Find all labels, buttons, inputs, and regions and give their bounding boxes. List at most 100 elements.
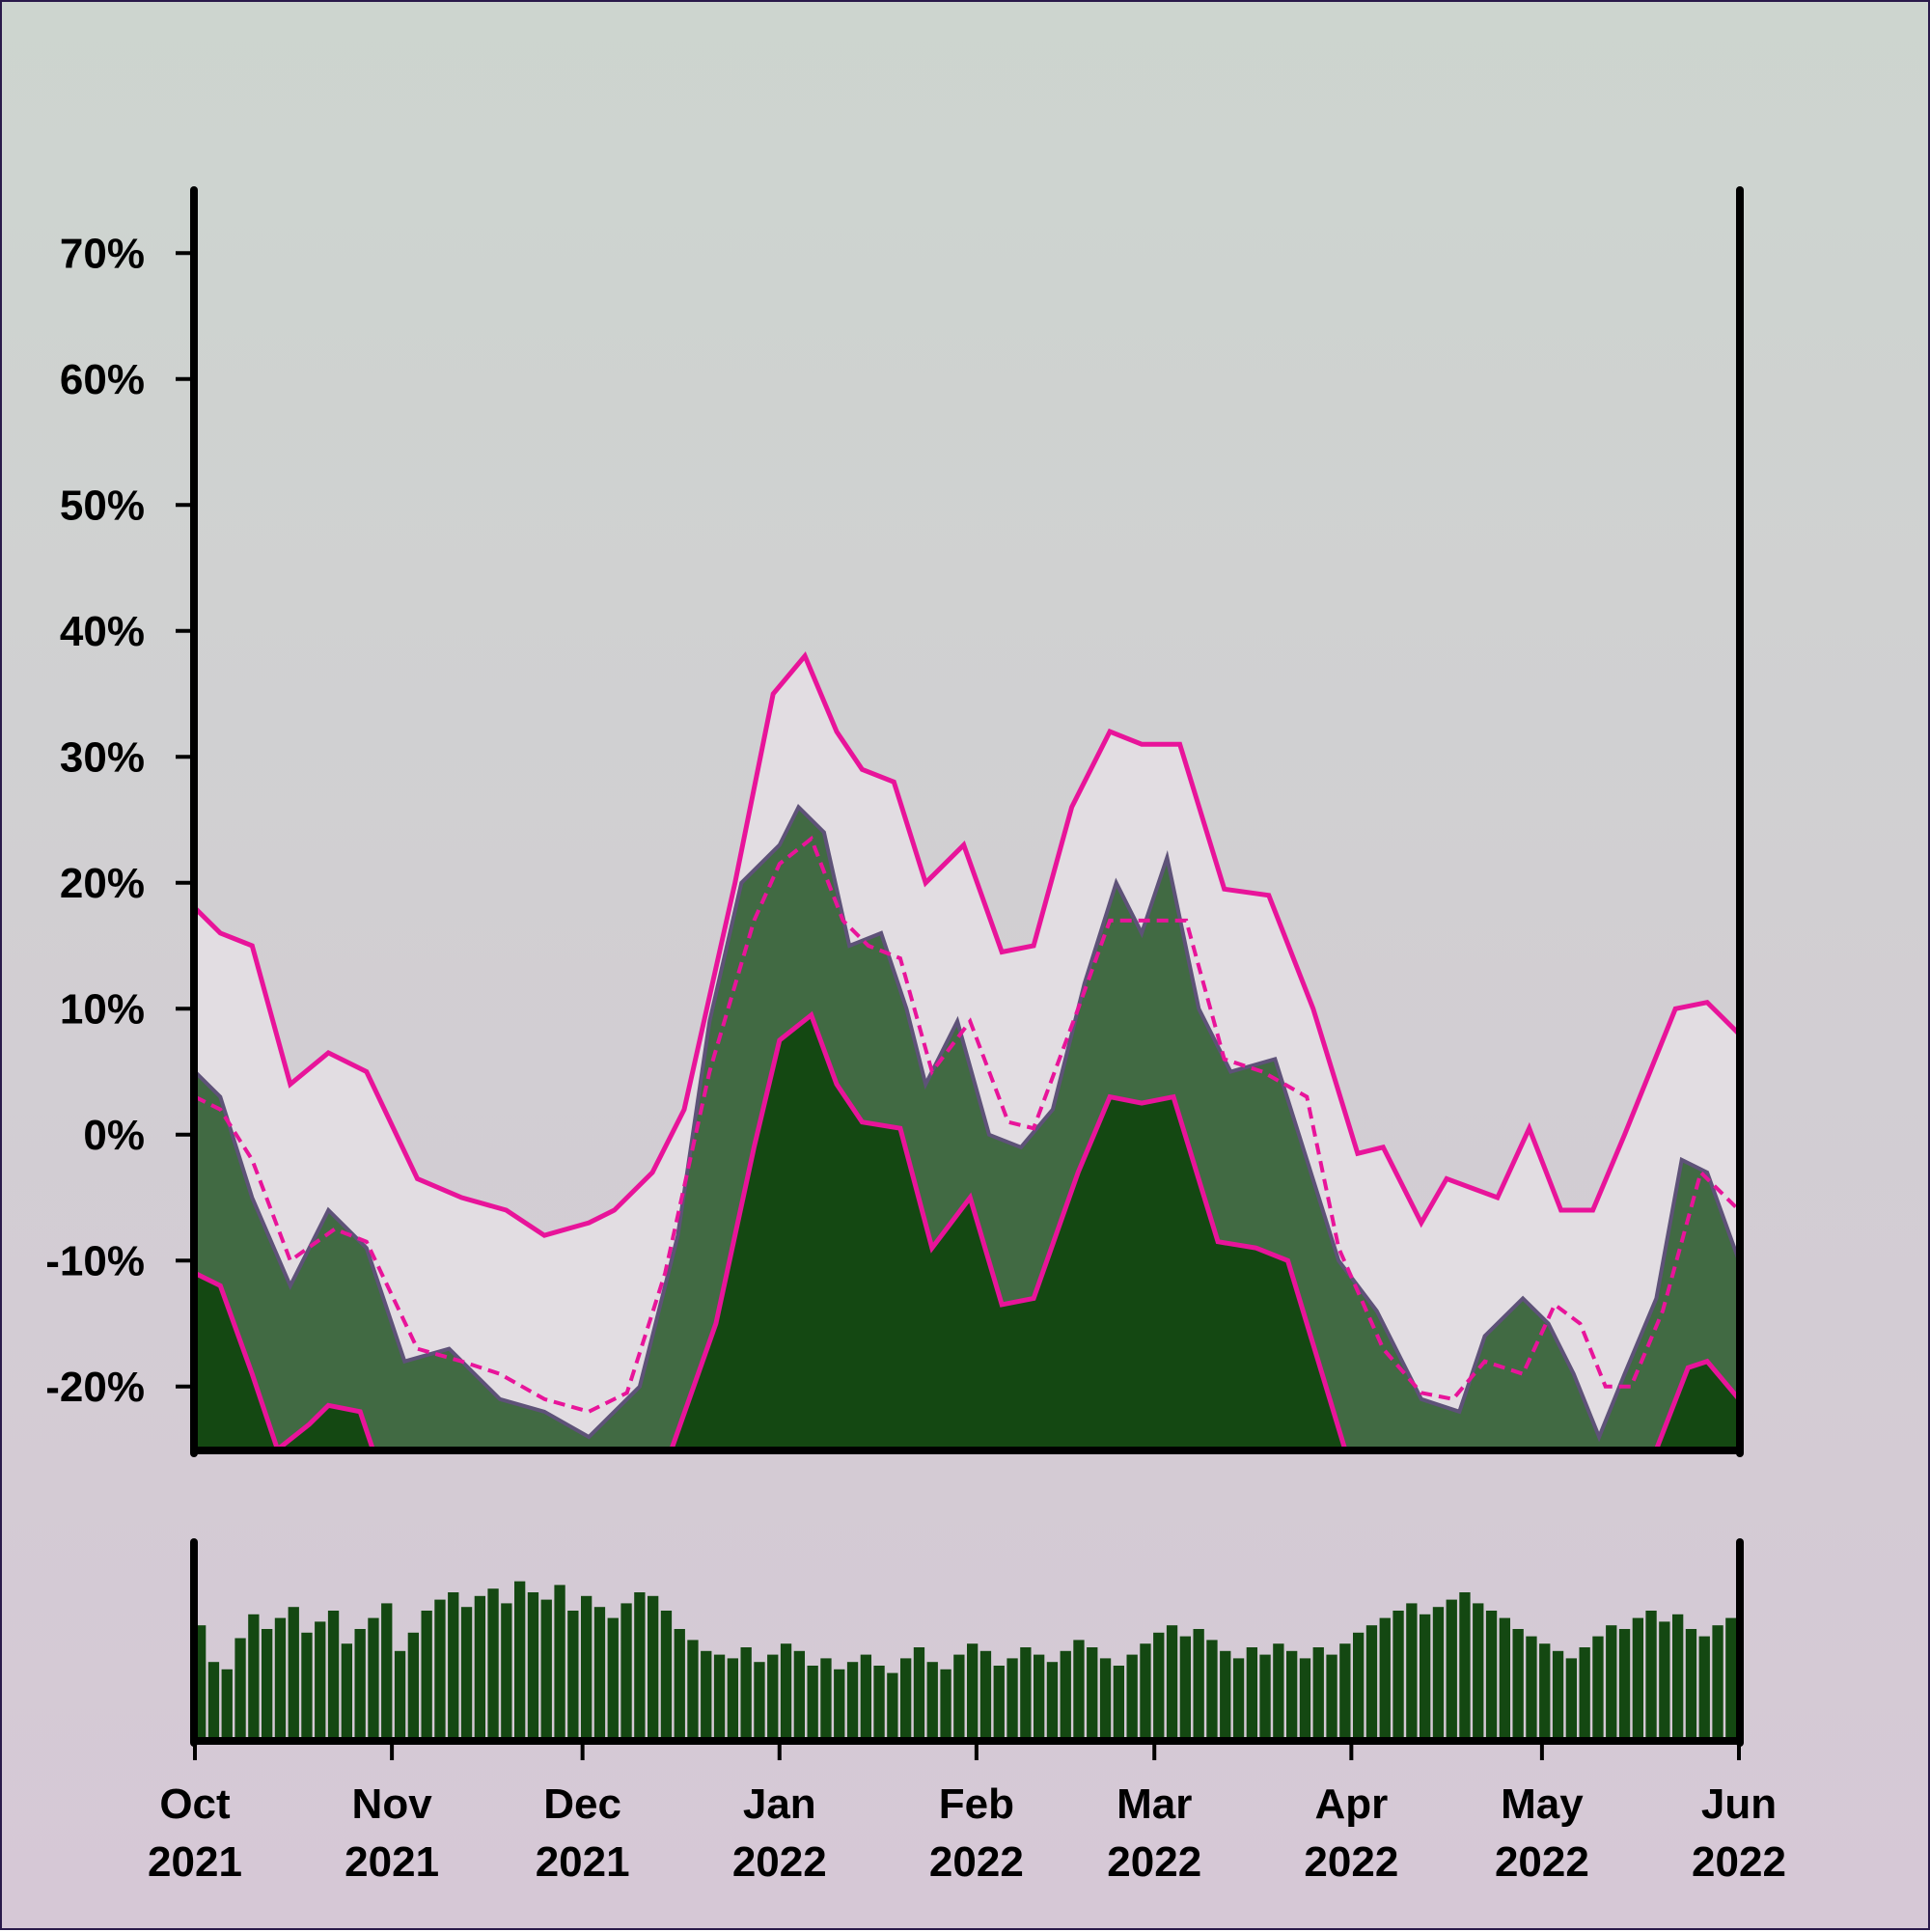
- volume-bar: [1379, 1617, 1391, 1739]
- volume-bar: [1299, 1658, 1311, 1739]
- volume-bar: [407, 1632, 420, 1739]
- volume-bar: [248, 1614, 260, 1739]
- y-tick-label: 30%: [60, 733, 145, 781]
- x-tick-month-label: Mar: [1117, 1780, 1192, 1828]
- volume-bar: [1232, 1658, 1245, 1739]
- volume-bar: [1060, 1650, 1071, 1739]
- volume-bar: [900, 1658, 912, 1739]
- volume-bar: [1432, 1607, 1445, 1739]
- volume-bar: [368, 1617, 379, 1739]
- volume-bar: [1459, 1592, 1471, 1739]
- volume-bar: [953, 1654, 965, 1739]
- volume-bar: [767, 1654, 779, 1739]
- x-tick-month-label: Feb: [939, 1780, 1014, 1828]
- volume-bar: [1473, 1603, 1484, 1739]
- volume-bar: [1113, 1666, 1125, 1739]
- volume-bar: [288, 1607, 299, 1739]
- volume-bar: [1206, 1640, 1218, 1739]
- volume-bar: [381, 1603, 393, 1739]
- volume-bar: [1406, 1603, 1418, 1739]
- x-tick-year-label: 2022: [1107, 1838, 1201, 1886]
- y-tick-label: 70%: [60, 230, 145, 277]
- axes: [190, 186, 1744, 1747]
- volume-bar: [860, 1654, 872, 1739]
- volume-bar: [1565, 1658, 1578, 1739]
- volume-bar: [807, 1666, 818, 1739]
- volume-bar: [701, 1650, 712, 1739]
- volume-bar: [1273, 1643, 1284, 1739]
- x-tick-year-label: 2022: [929, 1838, 1024, 1886]
- price-area: [195, 807, 1739, 1450]
- volume-bar: [913, 1647, 925, 1739]
- volume-bar: [421, 1611, 432, 1739]
- volume-bar: [1539, 1643, 1551, 1739]
- volume-bar: [1034, 1654, 1045, 1739]
- volume-bar: [1073, 1640, 1085, 1739]
- y-tick-label: 20%: [60, 860, 145, 907]
- volume-bar: [727, 1658, 739, 1739]
- volume-bar: [648, 1595, 659, 1739]
- volume-bar: [687, 1640, 699, 1739]
- volume-bar: [660, 1611, 673, 1739]
- lower-band-area: [195, 1014, 1739, 1450]
- volume-bar: [607, 1617, 619, 1739]
- volume-bar: [1499, 1617, 1511, 1739]
- volume-bars: [195, 1581, 1737, 1739]
- volume-bar: [448, 1592, 459, 1739]
- volume-bar: [1286, 1650, 1298, 1739]
- x-tick-year-label: 2021: [345, 1838, 439, 1886]
- volume-bar: [354, 1629, 366, 1739]
- volume-bar: [1326, 1654, 1337, 1739]
- volume-bar: [1446, 1599, 1457, 1739]
- x-tick-month-label: Dec: [543, 1780, 621, 1828]
- volume-bar: [341, 1643, 353, 1739]
- volume-bar: [1365, 1625, 1378, 1739]
- volume-bar: [581, 1595, 593, 1739]
- price-line: [195, 804, 1740, 1443]
- volume-bar: [1685, 1629, 1697, 1739]
- volume-bar: [274, 1617, 287, 1739]
- volume-bar: [1592, 1636, 1604, 1739]
- x-tick-year-label: 2022: [732, 1838, 827, 1886]
- y-tick-label: 0%: [83, 1112, 145, 1159]
- volume-bar: [1259, 1654, 1271, 1739]
- volume-bar: [262, 1629, 273, 1739]
- volume-bar: [1126, 1654, 1138, 1739]
- volume-bar: [514, 1581, 526, 1739]
- volume-bar: [713, 1654, 726, 1739]
- volume-bar: [1153, 1632, 1165, 1739]
- volume-bar: [1725, 1617, 1737, 1739]
- volume-bar: [834, 1669, 845, 1739]
- volume-bar: [1312, 1647, 1324, 1739]
- volume-bar: [554, 1585, 565, 1739]
- volume-bar: [674, 1629, 685, 1739]
- volume-bar: [1087, 1647, 1098, 1739]
- volume-bar: [195, 1625, 207, 1739]
- volume-bar: [620, 1603, 632, 1739]
- volume-bar: [1632, 1617, 1644, 1739]
- volume-bar: [1166, 1625, 1178, 1739]
- x-tick-year-label: 2022: [1692, 1838, 1786, 1886]
- x-tick-year-label: 2022: [1495, 1838, 1589, 1886]
- volume-bar: [887, 1672, 898, 1739]
- volume-bar: [1659, 1621, 1670, 1739]
- volume-bar: [1099, 1658, 1112, 1739]
- volume-bar: [394, 1650, 406, 1739]
- x-tick-year-label: 2022: [1304, 1838, 1398, 1886]
- volume-bar: [501, 1603, 512, 1739]
- x-tick-month-label: Jan: [743, 1780, 816, 1828]
- volume-bar: [979, 1650, 992, 1739]
- lower-band-line: [195, 1010, 1740, 1450]
- y-tick-label: 50%: [60, 482, 145, 529]
- volume-bar: [1645, 1611, 1657, 1739]
- volume-bar: [527, 1592, 539, 1739]
- volume-bar: [1353, 1632, 1365, 1739]
- volume-bar: [1606, 1625, 1617, 1739]
- y-tick-label: 60%: [60, 356, 145, 403]
- volume-bar: [1006, 1658, 1018, 1739]
- volume-bar: [221, 1669, 233, 1739]
- y-tick-label: 10%: [60, 985, 145, 1033]
- volume-bar: [1220, 1650, 1231, 1739]
